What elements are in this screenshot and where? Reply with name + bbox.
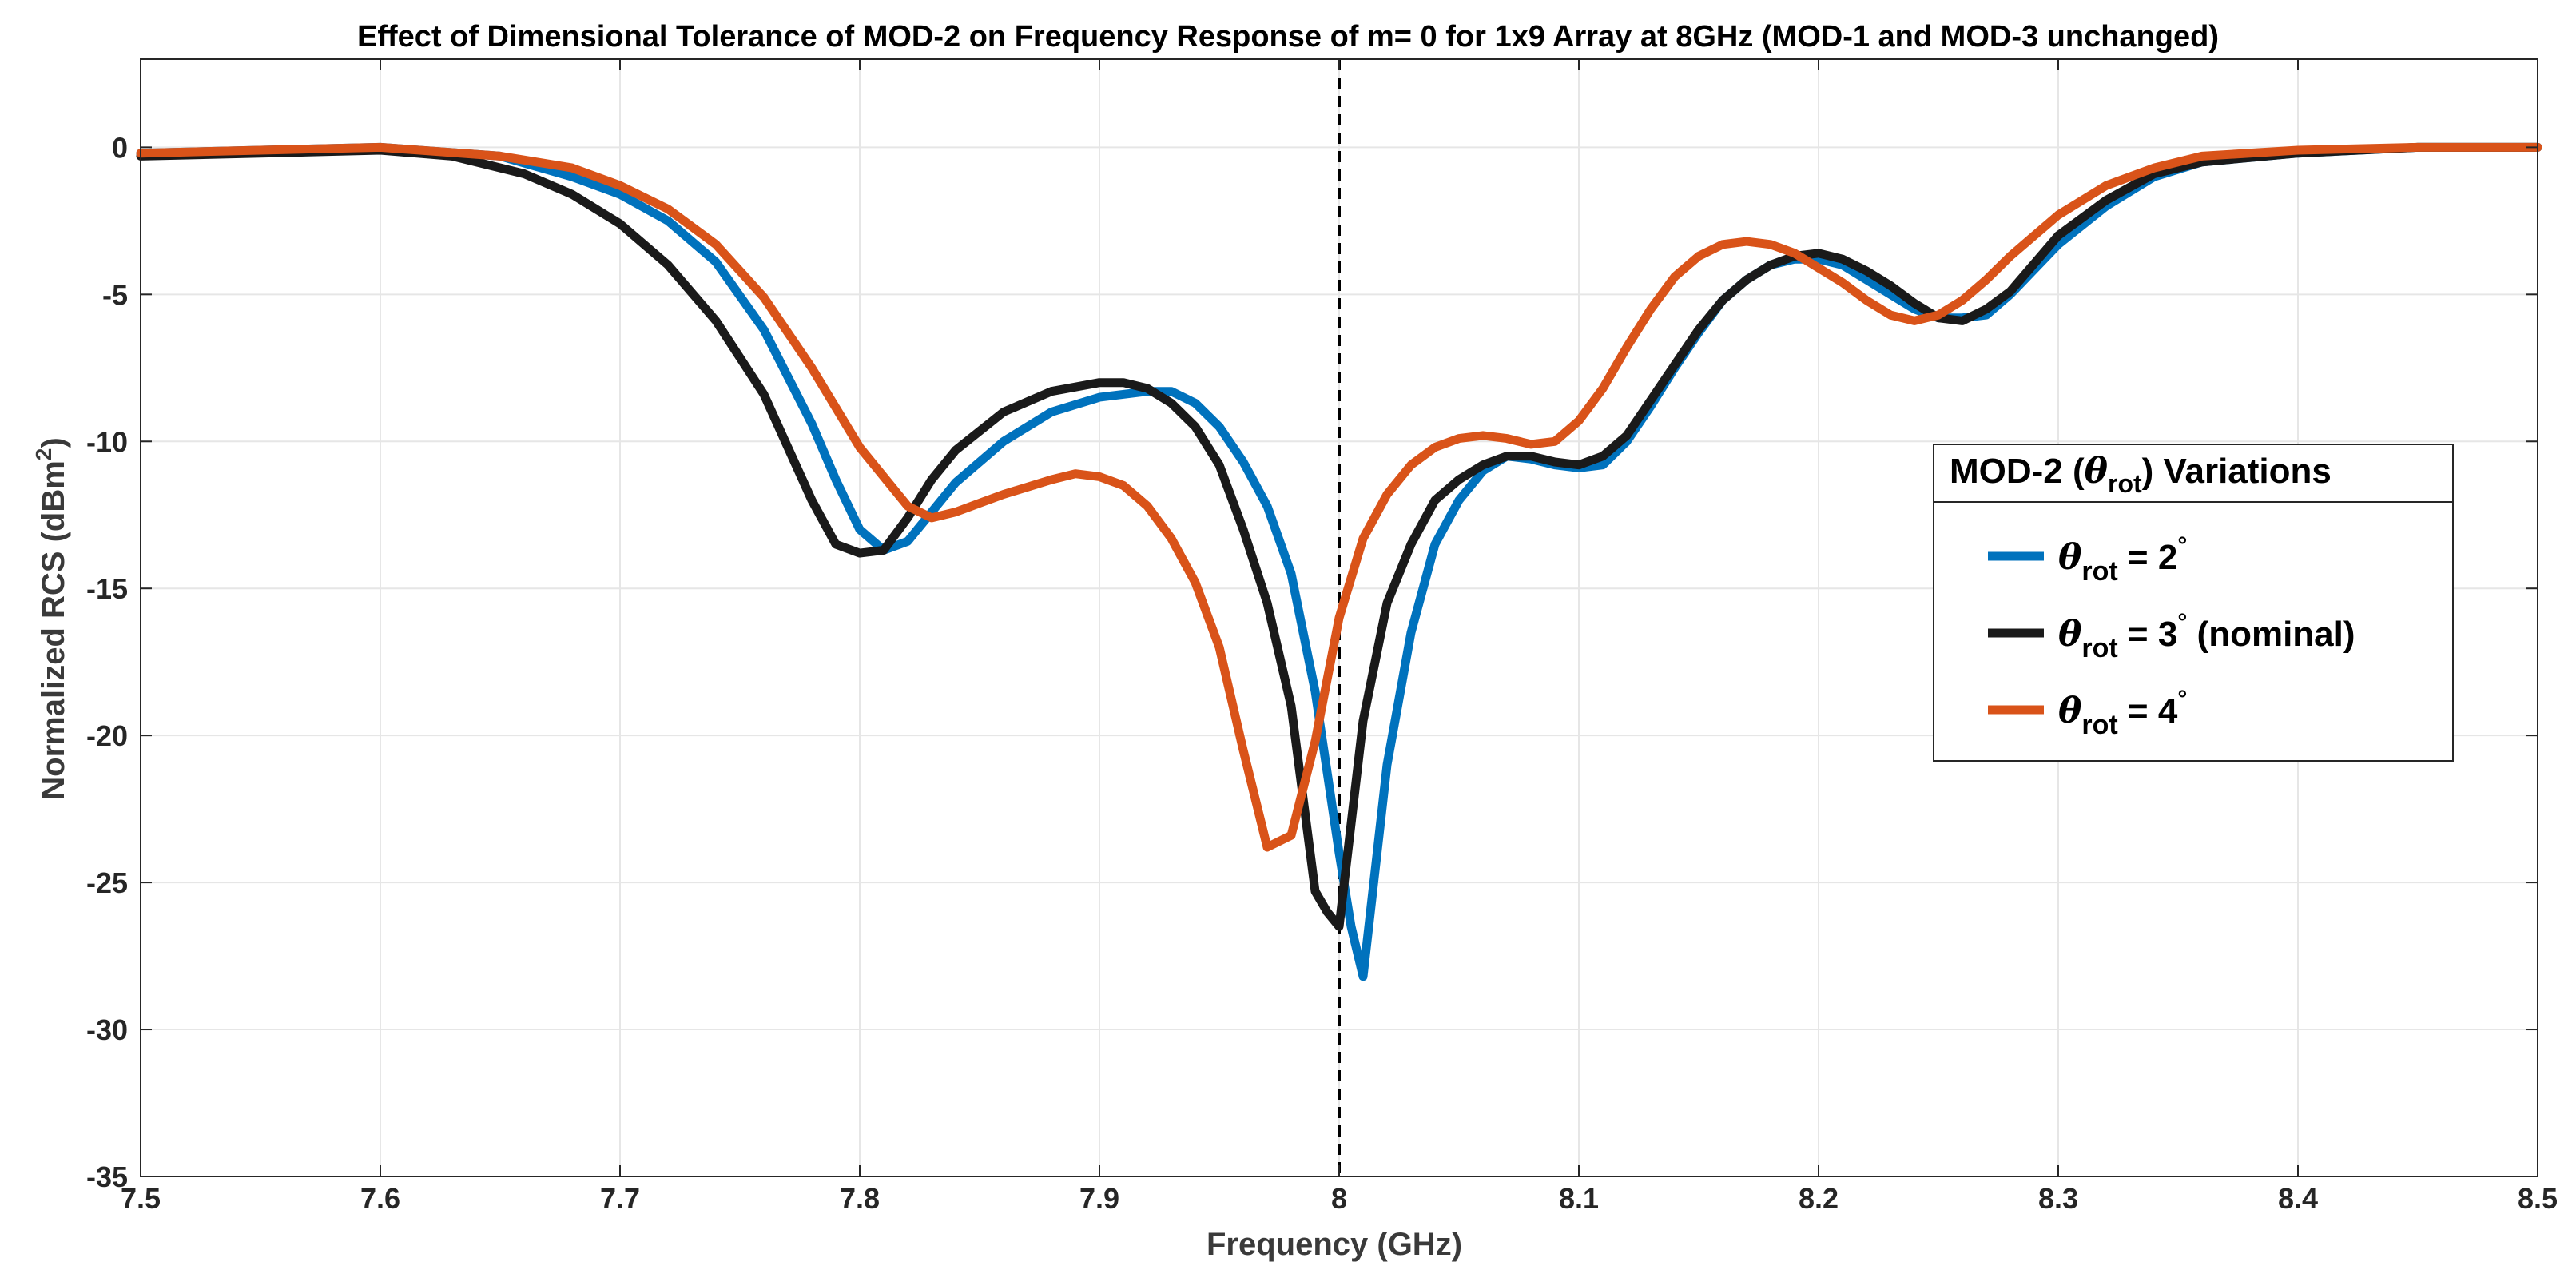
x-tick-label: 8.4: [2278, 1182, 2318, 1215]
legend-title: MOD-2 (θrot) Variations: [1950, 451, 2332, 498]
legend-label-eq: = 3: [2118, 615, 2178, 654]
x-tick-label: 8: [1331, 1182, 1347, 1215]
y-tick-label: -20: [86, 719, 128, 752]
tick-marks: [140, 59, 2538, 1177]
legend-label-theta: θ: [2058, 614, 2082, 655]
series-group: [136, 142, 2542, 981]
y-axis-label-close: ): [36, 437, 71, 448]
x-tick-labels: 7.5 7.6 7.7 7.8 7.9 8 8.1 8.2 8.3 8.4 8.5: [121, 1182, 2558, 1215]
x-tick-label: 8.5: [2518, 1182, 2558, 1215]
y-axis-label: Normalized RCS (dBm2): [31, 437, 71, 799]
y-tick-label: -10: [86, 425, 128, 458]
x-tick-label: 8.2: [1799, 1182, 1839, 1215]
y-tick-labels: 0 -5 -10 -15 -20 -25 -30 -35: [86, 131, 128, 1193]
legend-title-theta: θ: [2085, 451, 2109, 492]
legend-label-degree: °: [2177, 532, 2187, 559]
x-tick-label: 8.3: [2038, 1182, 2078, 1215]
y-tick-label: -5: [102, 278, 128, 311]
y-tick-label: -15: [86, 572, 128, 605]
legend: MOD-2 (θrot) Variations θrot = 2°θrot = …: [1933, 444, 2454, 762]
legend-label-extra: (nominal): [2187, 615, 2355, 654]
legend-label-sub: rot: [2081, 556, 2117, 587]
y-tick-label: -30: [86, 1013, 128, 1046]
x-tick-label: 7.9: [1079, 1182, 1119, 1215]
y-tick-label: 0: [112, 131, 128, 164]
legend-title-sub: rot: [2108, 469, 2142, 498]
y-tick-label: -35: [86, 1161, 128, 1193]
legend-label-sub: rot: [2081, 710, 2117, 740]
legend-label-degree: °: [2177, 609, 2187, 635]
legend-label-eq: = 4: [2118, 691, 2178, 731]
x-axis-label: Frequency (GHz): [1207, 1227, 1462, 1262]
x-tick-label: 7.6: [360, 1182, 400, 1215]
x-tick-label: 7.7: [600, 1182, 640, 1215]
y-tick-label: -25: [86, 866, 128, 899]
chart-title: Effect of Dimensional Tolerance of MOD-2…: [357, 20, 2219, 54]
y-axis-label-main: Normalized RCS (dBm: [36, 460, 71, 800]
legend-title-prefix: MOD-2 (: [1950, 452, 2085, 491]
legend-label-degree: °: [2177, 686, 2187, 712]
series-line-3: [136, 142, 2542, 852]
y-axis-label-superscript: 2: [31, 448, 56, 461]
x-tick-label: 8.1: [1559, 1182, 1599, 1215]
legend-entries: θrot = 2°θrot = 3° (nominal)θrot = 4°: [1988, 532, 2355, 740]
x-tick-label: 7.5: [121, 1182, 161, 1215]
legend-label-1: θrot = 2°: [2058, 532, 2187, 587]
x-tick-label: 7.8: [840, 1182, 880, 1215]
legend-label-2: θrot = 3° (nominal): [2058, 609, 2355, 663]
legend-label-sub: rot: [2081, 633, 2117, 663]
legend-label-3: θrot = 4°: [2058, 686, 2187, 740]
series-line-2: [136, 142, 2542, 931]
legend-title-suffix: ) Variations: [2142, 452, 2332, 491]
legend-label-theta: θ: [2058, 537, 2082, 578]
legend-label-theta: θ: [2058, 691, 2082, 731]
legend-label-eq: = 2: [2118, 538, 2178, 577]
